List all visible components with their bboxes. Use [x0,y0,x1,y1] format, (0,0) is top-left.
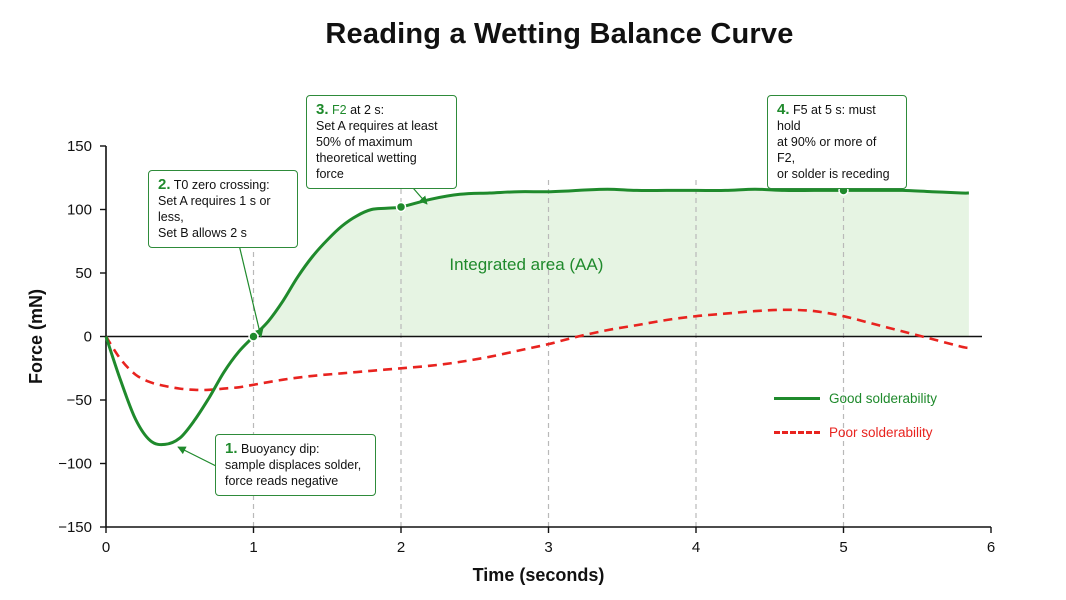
y-tick-label: −50 [67,392,92,409]
series-poor-solderability [104,308,970,392]
y-tick-label: 100 [67,202,92,219]
callout-line: Set A requires at least [316,119,438,133]
y-tick-label: 50 [75,265,92,282]
y-tick-label: −150 [58,519,92,536]
callout-line: Set A requires 1 s or less, [158,194,271,224]
callout-line: at 90% or more of F2, [777,135,877,165]
callout-buoyancy-dip: 1. Buoyancy dip: sample displaces solder… [215,434,376,496]
callout-heading: F5 at 5 s: must hold [777,103,876,133]
callout-f2-at-2s: 3. F2 at 2 s: Set A requires at least 50… [306,95,457,189]
legend-label-good: Good solderability [829,391,938,406]
x-tick-label: 2 [397,539,405,556]
x-tick-label: 4 [692,539,700,556]
callout-f5-at-5s: 4. F5 at 5 s: must hold at 90% or more o… [767,95,907,189]
x-tick-label: 0 [102,539,110,556]
y-tick-label: −100 [58,456,92,473]
y-tick-label: 0 [84,329,92,346]
callout-line: theoretical wetting force [316,151,417,181]
legend-swatch-solid [774,397,820,400]
y-tick-label: 150 [67,138,92,155]
callout-line: sample displaces solder, [225,458,362,472]
callout-heading: Buoyancy dip: [241,442,320,456]
callout-number: 1. [225,440,238,457]
key-point-marker [248,331,259,342]
callout-number: 2. [158,176,171,193]
integrated-area-label: Integrated area (AA) [449,255,603,274]
callout-line: 50% of maximum [316,135,413,149]
legend-label-poor: Poor solderability [829,425,933,440]
x-tick-label: 6 [987,539,995,556]
callout-heading: at 2 s: [346,103,385,117]
callout-t0-zero-crossing: 2. T0 zero crossing: Set A requires 1 s … [148,170,298,248]
x-tick-label: 1 [249,539,257,556]
callout-number: 3. [316,101,329,118]
legend-item-good: Good solderability [774,391,937,406]
chart-title: Reading a Wetting Balance Curve [325,18,794,50]
callout-line: or solder is receding [777,167,890,181]
x-tick-label: 3 [544,539,552,556]
callout-number: 4. [777,101,790,118]
integrated-area-fill [253,189,969,337]
callout-heading: T0 zero crossing: [173,178,270,192]
callout-highlight: F2 [332,103,347,117]
legend-swatch-dashed [774,431,820,434]
y-axis-title: Force (mN) [26,289,46,384]
legend-item-poor: Poor solderability [774,425,933,440]
x-tick-label: 5 [839,539,847,556]
callout-line: Set B allows 2 s [158,226,247,240]
callout-arrow [235,231,264,338]
callout-line: force reads negative [225,474,339,488]
x-axis-title: Time (seconds) [473,565,605,585]
callout-arrow [177,446,217,467]
key-point-marker [395,201,407,213]
